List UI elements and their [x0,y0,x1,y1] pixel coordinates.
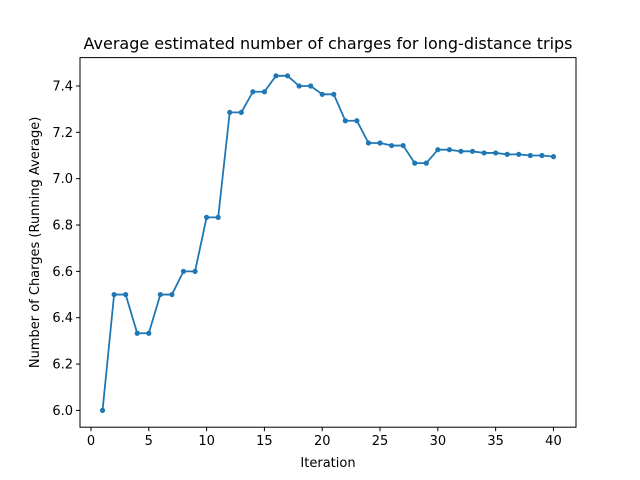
data-point [169,291,175,298]
data-point [435,147,441,153]
data-point [493,150,499,156]
series-group [99,73,557,413]
y-tick-label: 7.0 [52,172,73,187]
data-point [539,152,545,159]
y-tick-label: 6.8 [52,219,73,234]
data-point [527,152,533,159]
x-tick-label: 40 [545,434,562,449]
x-tick-label: 15 [256,434,273,449]
y-tick-label: 6.6 [52,265,73,280]
data-point [146,330,152,336]
data-point [458,148,464,154]
data-point [238,109,244,116]
data-point [423,160,429,166]
data-point [261,89,268,95]
data-point [365,140,372,146]
data-point [134,330,140,336]
data-point [504,151,510,157]
data-point [550,154,557,160]
y-tick-label: 6.0 [52,404,73,419]
data-point [99,407,106,413]
y-tick-label: 6.2 [52,358,73,373]
x-axis-title: Iteration [300,456,355,471]
x-tick-label: 35 [487,434,504,449]
data-point [354,118,360,124]
data-point [308,83,314,89]
y-tick-label: 6.4 [52,311,73,326]
data-point [481,150,487,156]
data-point [215,214,221,220]
data-point [192,268,198,274]
plot-area: 0 5 10 15 20 25 30 35 40 6.0 6.2 6.4 6.6 6.8 7.0 7.2 7.… [52,57,577,449]
x-tick-label: 25 [372,434,389,449]
data-point [319,91,325,97]
y-tick-label: 7.2 [52,126,73,141]
data-point [273,73,279,79]
data-point [377,140,383,146]
data-point [180,268,187,274]
x-tick-label: 0 [87,434,95,449]
data-point [342,118,348,124]
data-point [331,91,337,97]
data-point [157,291,163,298]
y-tick-label: 7.4 [52,79,73,94]
data-point [388,142,395,149]
chart-title: Average estimated number of charges for … [84,34,573,53]
data-point [412,160,418,166]
data-point [227,109,233,116]
data-point [111,291,117,298]
plot-frame [79,57,577,428]
x-tick-label: 20 [314,434,331,449]
data-point [296,83,302,89]
data-point [446,147,452,153]
data-point [284,73,291,79]
y-axis-title: Number of Charges (Running Average) [28,117,43,369]
x-tick-label: 10 [198,434,215,449]
y-axis-ticks: 6.0 6.2 6.4 6.6 6.8 7.0 7.2 7.4 [52,79,80,419]
data-point [400,142,406,149]
x-axis-ticks: 0 5 10 15 20 25 30 35 40 [87,427,562,449]
data-point [469,148,476,154]
x-tick-label: 30 [430,434,447,449]
series-line [101,74,555,412]
data-point [123,291,129,298]
data-point [204,214,210,220]
data-point [516,151,522,157]
x-tick-label: 5 [145,434,153,449]
data-point [250,89,256,95]
